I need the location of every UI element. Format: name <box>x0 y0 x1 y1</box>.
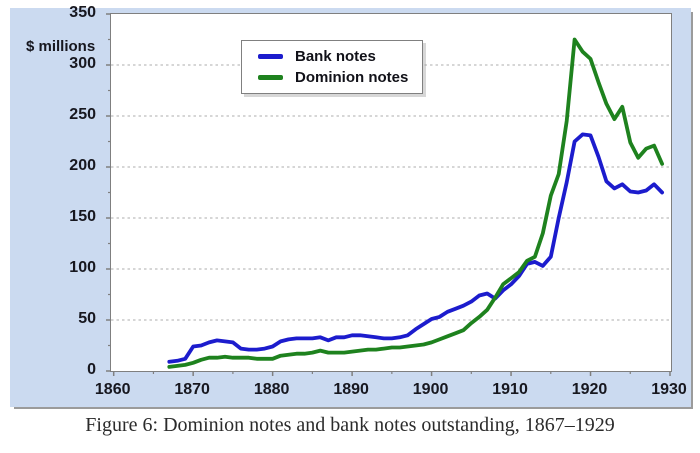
plot-area: Bank notes Dominion notes <box>106 13 672 376</box>
y-axis-label-150: 150 <box>69 208 96 225</box>
dominion-notes-line <box>167 37 664 369</box>
legend-item-bank-notes: Bank notes <box>242 48 422 65</box>
y-axis-label-350: 350 <box>69 4 96 21</box>
x-axis-label-1930: 1930 <box>651 381 687 398</box>
legend: Bank notes Dominion notes <box>241 40 423 94</box>
bank-notes-line-swatch <box>258 53 283 59</box>
x-axis-label-1900: 1900 <box>412 381 449 398</box>
x-axis-label-1870: 1870 <box>174 381 210 398</box>
legend-item-dominion-notes: Dominion notes <box>242 69 422 86</box>
y-axis-title: $ millions <box>26 38 96 55</box>
dominion-notes-line-swatch <box>258 75 283 81</box>
y-axis-label-300: 300 <box>69 55 96 72</box>
x-axis-label-1920: 1920 <box>571 381 608 398</box>
legend-label: Bank notes <box>295 47 376 65</box>
figure-caption: Figure 6: Dominion notes and bank notes … <box>85 414 615 436</box>
x-axis-label-1910: 1910 <box>492 381 528 398</box>
x-axis-label-1860: 1860 <box>94 381 131 398</box>
chart-canvas <box>106 13 671 376</box>
bank-notes-line <box>167 132 664 364</box>
legend-label: Dominion notes <box>295 69 409 87</box>
y-axis-label-50: 50 <box>78 310 96 327</box>
y-axis-label-250: 250 <box>69 106 96 123</box>
x-axis-label-1880: 1880 <box>253 381 290 398</box>
y-axis-label-100: 100 <box>69 259 96 276</box>
x-axis-label-1890: 1890 <box>333 381 369 398</box>
chart-figure: $ millions Bank notes Dominion notes 0 50… <box>10 4 691 407</box>
y-axis-label-200: 200 <box>69 157 96 174</box>
y-axis-label-0: 0 <box>87 361 96 378</box>
